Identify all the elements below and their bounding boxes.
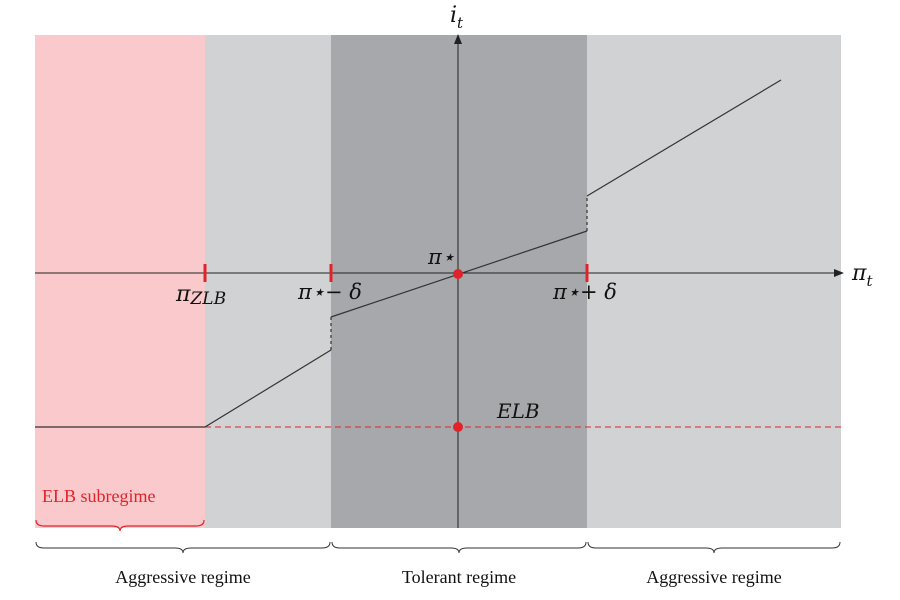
aggressive-region-left <box>205 35 331 528</box>
target-point <box>453 269 463 279</box>
elb-point <box>453 422 463 432</box>
aggressive-right-brace <box>587 541 841 554</box>
y-axis-label: it <box>450 3 464 32</box>
regime-label-aggressive-right: Aggressive regime <box>646 567 781 587</box>
elb-subregime-brace <box>35 519 205 532</box>
x-axis-arrowhead <box>834 269 844 277</box>
rule-segment-aggressive-right <box>586 79 782 197</box>
tolerant-brace <box>331 541 587 554</box>
y-axis-arrowhead <box>454 34 462 44</box>
regime-label-aggressive-left: Aggressive regime <box>115 567 250 587</box>
tick-label-left-band: π⋆− δ <box>297 280 362 304</box>
elb-subregime-region <box>35 35 205 528</box>
elb-label: ELB <box>496 399 540 423</box>
tolerant-region <box>331 35 587 528</box>
elb-subregime-label: ELB subregime <box>42 486 155 506</box>
regime-label-tolerant: Tolerant regime <box>402 567 516 587</box>
target-label: π⋆ <box>427 245 455 269</box>
x-axis-label: πt <box>851 261 873 290</box>
rule-segment-aggressive-left <box>204 349 332 428</box>
aggressive-left-brace <box>35 541 331 554</box>
tick-label-zlb: πZLB <box>175 282 226 309</box>
aggressive-region-right <box>587 35 841 528</box>
tick-label-right-band: π⋆+ δ <box>552 280 617 304</box>
